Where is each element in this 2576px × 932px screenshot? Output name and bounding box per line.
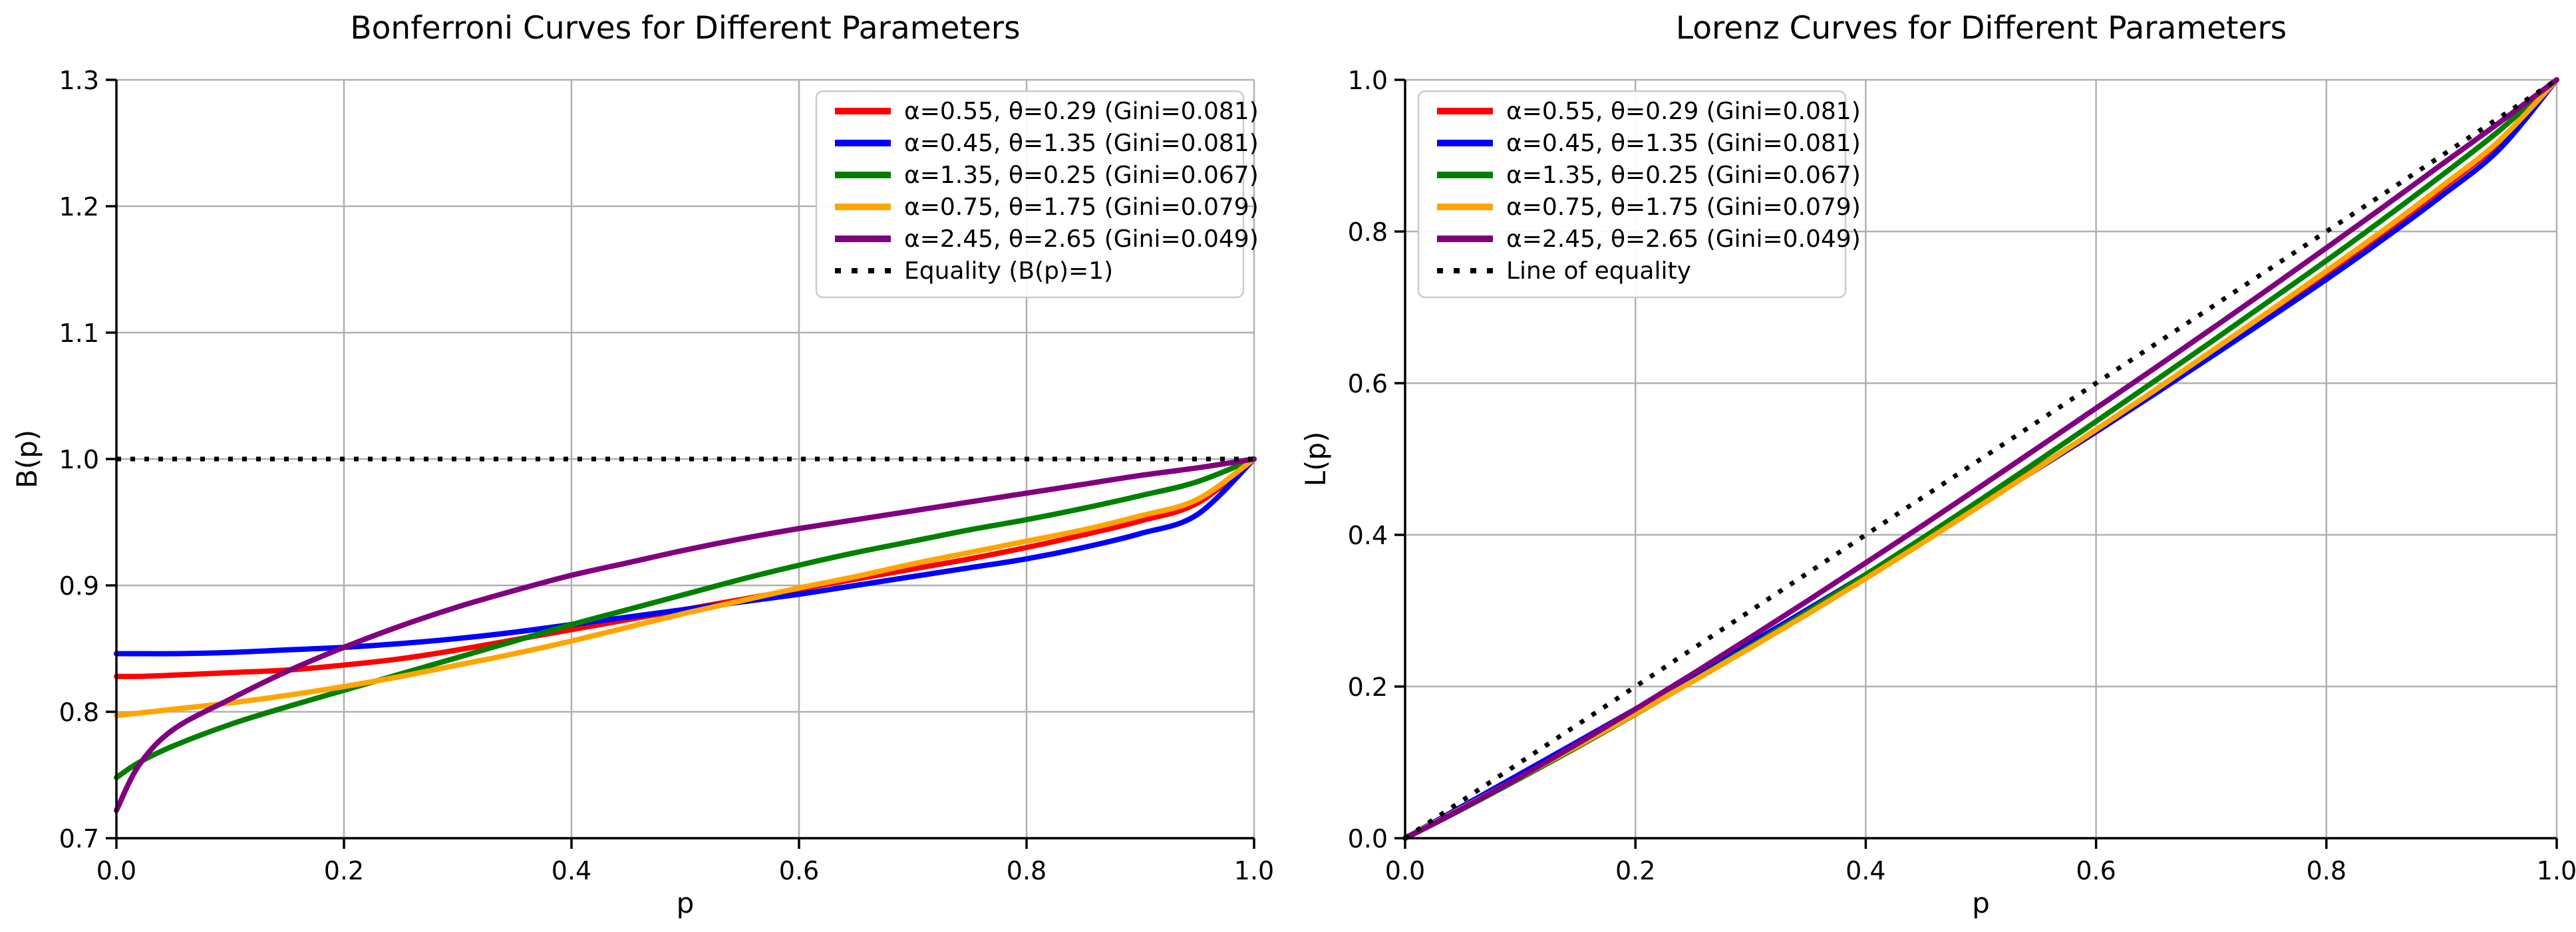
series-line-purple [1402, 77, 2559, 841]
y-tick-label: 0.8 [59, 698, 99, 727]
x-tick-label: 0.6 [2076, 856, 2116, 885]
series-line-orange [114, 456, 1257, 718]
y-tick-label: 1.0 [1348, 66, 1388, 95]
lorenz-chart: 0.0 0.2 0.4 0.6 0.8 1.0 0.0 0.2 0.4 0.6 0.8 1.0 p L(p… [1299, 10, 2576, 919]
legend-label-blue: α=0.45, θ=1.35 (Gini=0.081) [904, 130, 1259, 157]
legend-box [1417, 90, 1847, 299]
x-tick-label: 0.4 [552, 856, 591, 885]
x-tick-label: 0.0 [1385, 856, 1425, 885]
x-tick-label: 1.0 [1234, 856, 1274, 885]
legend: α=0.55, θ=0.29 (Gini=0.081) α=0.45, θ=1.3… [815, 90, 1259, 299]
y-tick-label: 1.2 [59, 192, 99, 222]
series-line-green [114, 456, 1257, 780]
legend-label-red: α=0.55, θ=0.29 (Gini=0.081) [1506, 98, 1861, 125]
legend-label-purple: α=2.45, θ=2.65 (Gini=0.049) [904, 226, 1259, 253]
series-group [1402, 77, 2559, 841]
x-tick-label: 0.8 [1007, 856, 1046, 885]
legend-label-green: α=1.35, θ=0.25 (Gini=0.067) [1506, 162, 1861, 189]
legend-box [815, 90, 1245, 299]
y-tick-label: 0.4 [1348, 521, 1388, 550]
x-tick-label: 0.0 [96, 856, 136, 885]
legend-label-orange: α=0.75, θ=1.75 (Gini=0.079) [1506, 194, 1861, 221]
chart-title: Bonferroni Curves for Different Paramete… [350, 10, 1020, 47]
legend-label-equality: Equality (B(p)=1) [904, 257, 1113, 285]
y-tick-label: 0.8 [1348, 218, 1388, 247]
series-group [114, 456, 1257, 814]
legend: α=0.55, θ=0.29 (Gini=0.081) α=0.45, θ=1.3… [1417, 90, 1861, 299]
y-axis-label: L(p) [1299, 432, 1332, 487]
legend-label-equality: Line of equality [1506, 257, 1691, 285]
series-line-red [114, 456, 1257, 679]
legend-label-blue: α=0.45, θ=1.35 (Gini=0.081) [1506, 130, 1861, 157]
x-tick-label: 1.0 [2537, 856, 2576, 885]
x-tick-label: 0.2 [1615, 856, 1655, 885]
series-line-equality [1404, 78, 2558, 840]
x-axis-label: p [677, 887, 695, 919]
y-axis-label: B(p) [11, 430, 43, 488]
x-axis-label: p [1972, 887, 1990, 919]
chart-title: Lorenz Curves for Different Parameters [1676, 10, 2287, 47]
y-tick-label: 0.9 [59, 571, 99, 601]
x-tick-label: 0.8 [2307, 856, 2346, 885]
x-tick-label: 0.4 [1846, 856, 1885, 885]
legend-label-purple: α=2.45, θ=2.65 (Gini=0.049) [1506, 226, 1861, 253]
y-tick-label: 1.3 [59, 66, 99, 95]
series-line-purple [114, 456, 1257, 814]
legend-label-orange: α=0.75, θ=1.75 (Gini=0.079) [904, 194, 1259, 221]
y-tick-label: 0.7 [59, 824, 99, 854]
legend-label-red: α=0.55, θ=0.29 (Gini=0.081) [904, 98, 1259, 125]
series-line-blue [114, 456, 1257, 657]
x-tick-label: 0.2 [324, 856, 364, 885]
bonferroni-chart: 0.0 0.2 0.4 0.6 0.8 1.0 0.7 0.8 0.9 1.0 1.1 1.2 1.3 p… [11, 10, 1274, 919]
x-tick-label: 0.6 [779, 856, 819, 885]
y-tick-label: 0.2 [1348, 673, 1388, 702]
y-tick-label: 0.0 [1348, 824, 1388, 854]
y-tick-label: 0.6 [1348, 369, 1388, 398]
y-tick-label: 1.0 [59, 445, 99, 474]
y-tick-label: 1.1 [59, 319, 99, 348]
legend-label-green: α=1.35, θ=0.25 (Gini=0.067) [904, 162, 1259, 189]
